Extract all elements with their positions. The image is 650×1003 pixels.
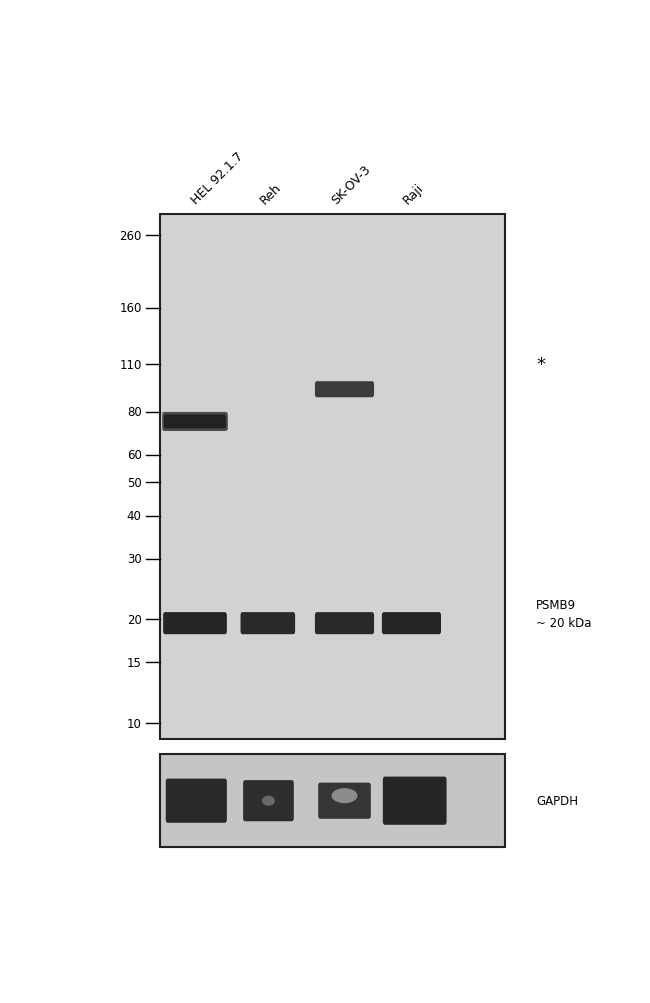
FancyBboxPatch shape: [383, 776, 447, 824]
FancyBboxPatch shape: [162, 412, 228, 431]
FancyBboxPatch shape: [315, 382, 374, 398]
Text: 40: 40: [127, 510, 142, 523]
FancyBboxPatch shape: [318, 782, 370, 818]
Text: 110: 110: [120, 358, 142, 371]
Ellipse shape: [262, 796, 275, 806]
FancyBboxPatch shape: [164, 415, 226, 429]
Text: 10: 10: [127, 717, 142, 730]
Text: 260: 260: [120, 230, 142, 243]
Text: *: *: [536, 356, 545, 374]
Text: 20: 20: [127, 613, 142, 626]
FancyBboxPatch shape: [240, 613, 295, 635]
Text: 15: 15: [127, 656, 142, 669]
FancyBboxPatch shape: [166, 778, 227, 822]
FancyBboxPatch shape: [163, 613, 227, 635]
Bar: [160, 215, 505, 739]
Text: SK-OV-3: SK-OV-3: [329, 162, 373, 207]
Bar: [160, 754, 505, 848]
FancyBboxPatch shape: [243, 780, 294, 821]
Text: Raji: Raji: [400, 181, 426, 207]
FancyBboxPatch shape: [382, 613, 441, 635]
Text: GAPDH: GAPDH: [536, 794, 578, 807]
Text: 60: 60: [127, 449, 142, 462]
Text: 160: 160: [120, 302, 142, 315]
Text: 80: 80: [127, 406, 142, 419]
Text: HEL 92.1.7: HEL 92.1.7: [189, 149, 246, 207]
Text: 50: 50: [127, 476, 142, 489]
Text: Reh: Reh: [257, 181, 283, 207]
Text: 30: 30: [127, 553, 142, 566]
Ellipse shape: [332, 788, 358, 803]
FancyBboxPatch shape: [315, 613, 374, 635]
Text: PSMB9
~ 20 kDa: PSMB9 ~ 20 kDa: [536, 598, 592, 629]
